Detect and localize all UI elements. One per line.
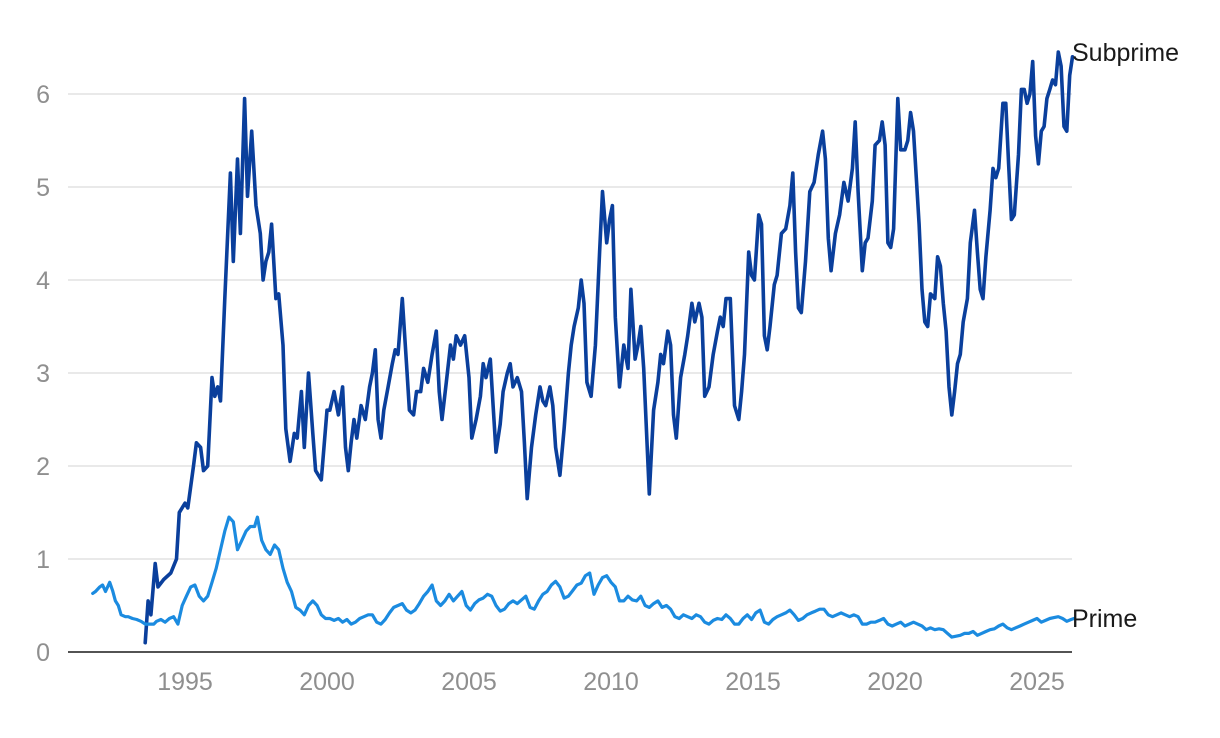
x-tick-label: 2010	[583, 668, 639, 696]
y-tick-labels: 0 1 2 3 4 5 6	[36, 81, 50, 667]
series-lines	[91, 50, 1076, 645]
x-tick-label: 2015	[725, 668, 781, 696]
y-tick-label: 2	[36, 453, 50, 481]
y-tick-label: 0	[36, 639, 50, 667]
x-tick-label: 2025	[1009, 668, 1065, 696]
y-tick-label: 3	[36, 360, 50, 388]
series-labels: Subprime Prime	[1072, 39, 1179, 633]
x-tick-label: 2005	[441, 668, 497, 696]
x-tick-label: 2000	[299, 668, 355, 696]
y-tick-label: 6	[36, 81, 50, 109]
x-tick-label: 1995	[157, 668, 213, 696]
y-tick-label: 4	[36, 267, 50, 295]
series-line-subprime	[143, 50, 1075, 645]
x-tick-label: 2020	[867, 668, 923, 696]
y-tick-label: 5	[36, 174, 50, 202]
y-tick-label: 1	[36, 546, 50, 574]
series-label-subprime: Subprime	[1072, 39, 1179, 67]
series-label-prime: Prime	[1072, 605, 1137, 633]
series-line-prime	[91, 515, 1076, 639]
gridlines	[68, 93, 1072, 560]
x-tick-labels: 1995 2000 2005 2010 2015 2020 2025	[157, 668, 1065, 696]
